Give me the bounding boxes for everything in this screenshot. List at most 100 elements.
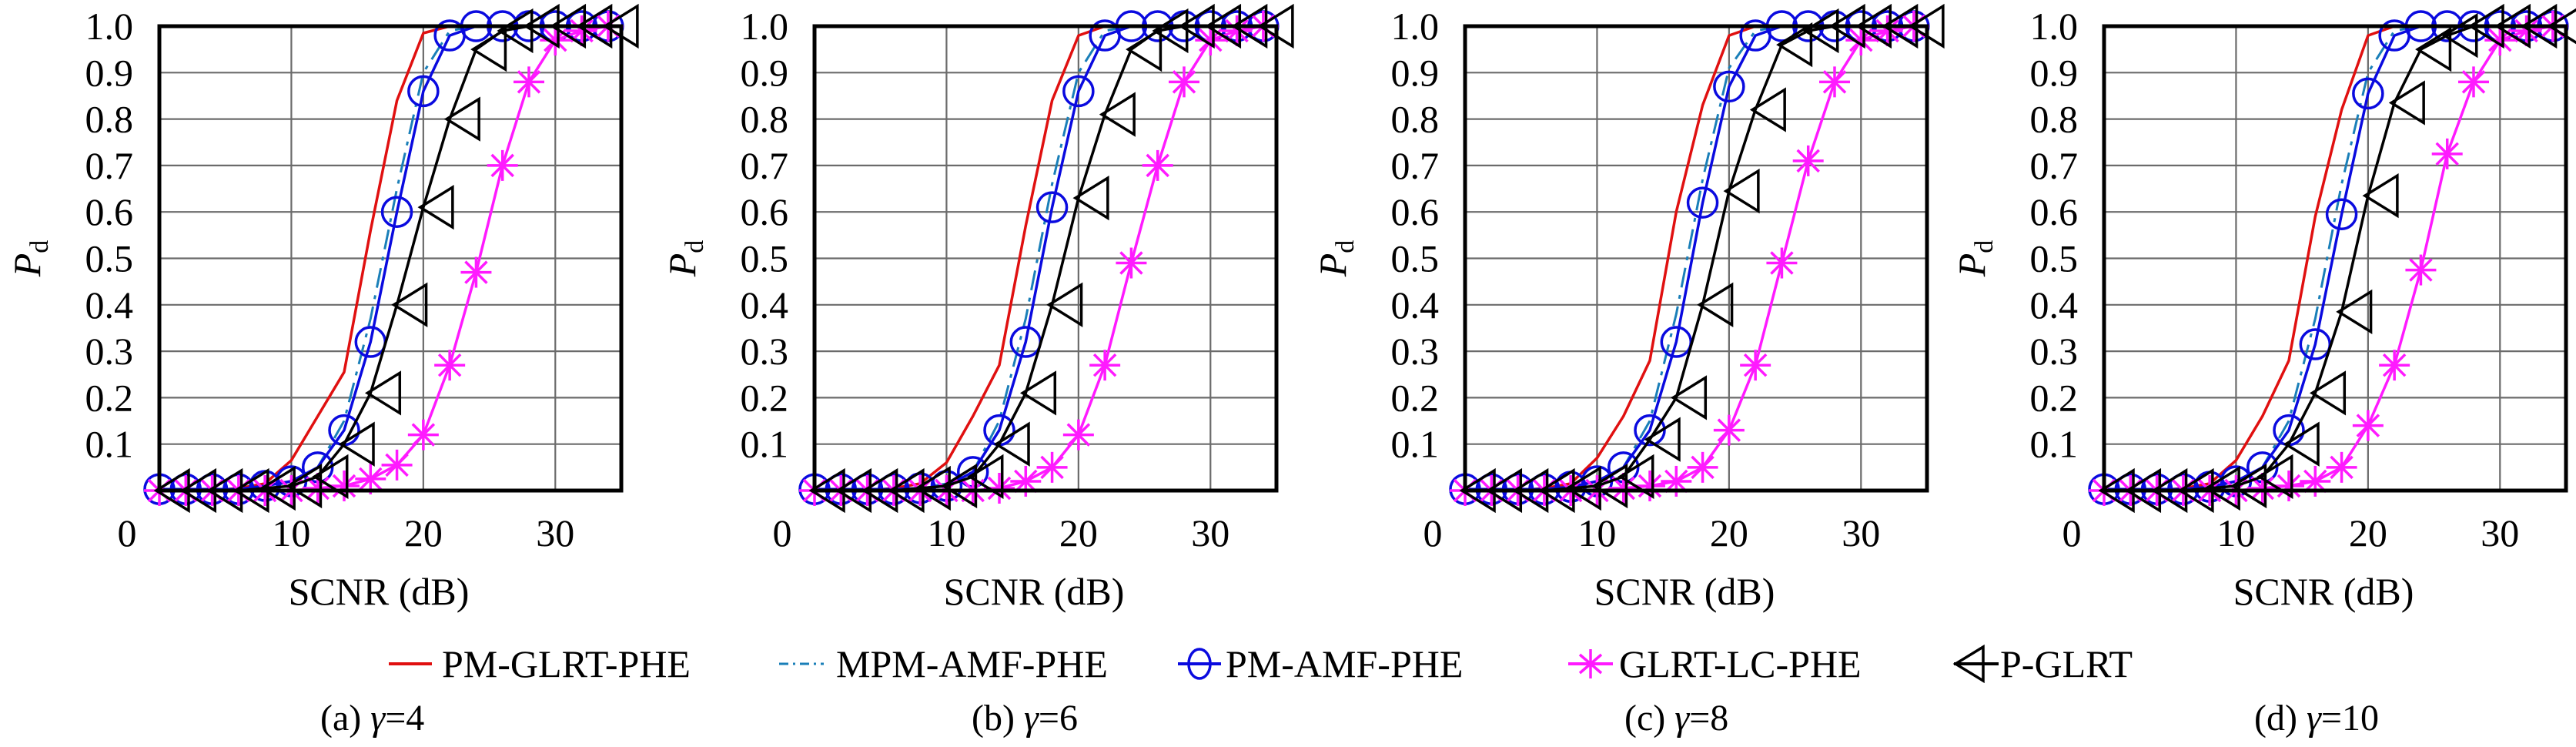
data-point-circle xyxy=(380,196,413,228)
x-axis-label: SCNR (dB) xyxy=(289,570,470,613)
asterisk-stroke xyxy=(1172,70,1196,94)
data-point-asterisk xyxy=(2326,451,2357,483)
y-tick-label: 0.4 xyxy=(85,283,134,327)
x-tick-label: 0 xyxy=(118,511,137,554)
chart-panel-0: 0.10.20.30.40.50.60.70.80.91.0 0 10 20 30 SCN… xyxy=(5,3,639,613)
y-tick-label: 0.3 xyxy=(2030,330,2079,373)
caption-gamma: γ xyxy=(2307,698,2322,739)
data-point-asterisk xyxy=(1845,25,1877,56)
y-tick-label: 0.9 xyxy=(2030,51,2079,94)
data-point-circle xyxy=(1035,191,1069,223)
data-point-triangle xyxy=(364,370,402,416)
y-tick-label: 0.5 xyxy=(1391,237,1440,280)
y-tick-label: 0.5 xyxy=(85,237,134,280)
data-point-asterisk xyxy=(1116,247,1147,279)
asterisk-marker-icon xyxy=(1578,649,1603,678)
data-point-triangle xyxy=(338,421,375,467)
data-point-asterisk xyxy=(1169,66,1199,98)
data-point-asterisk xyxy=(1607,472,1639,504)
asterisk-stroke xyxy=(1040,455,1064,480)
data-point-asterisk xyxy=(1792,145,1824,176)
data-point-triangle xyxy=(967,454,1004,500)
plot-frame xyxy=(812,24,1279,493)
asterisk-stroke xyxy=(411,423,436,447)
y-tick-label: 1.0 xyxy=(85,5,134,48)
y-tick-label: 0.6 xyxy=(2030,190,2079,233)
y-tick-label: 0.4 xyxy=(2030,283,2079,327)
x-tick-label: 10 xyxy=(927,511,965,554)
data-point-asterisk xyxy=(434,350,466,381)
data-point-triangle xyxy=(1046,282,1083,327)
asterisk-stroke xyxy=(1743,353,1768,377)
data-point-asterisk xyxy=(2431,138,2463,169)
x-tick-label: 0 xyxy=(2062,511,2082,554)
asterisk-stroke xyxy=(2330,455,2354,480)
y-tick-label: 0.6 xyxy=(741,190,789,233)
grid xyxy=(815,26,1276,491)
asterisk-stroke xyxy=(2514,18,2538,43)
data-point-circle xyxy=(1713,70,1745,103)
y-axis-label-sub: d xyxy=(1331,240,1360,253)
data-point-triangle xyxy=(1072,175,1109,221)
y-tick-label: 0.2 xyxy=(85,376,134,419)
caption-prefix: (c) xyxy=(1624,698,1674,739)
caption-b: (b) γ=6 xyxy=(972,698,1078,739)
data-point-asterisk xyxy=(1687,451,1718,483)
chart-panel-2: 0.10.20.30.40.50.60.70.80.91.0 0 10 20 30 SCN… xyxy=(1311,3,1945,613)
data-point-asterisk xyxy=(984,472,1015,504)
y-tick-label: 0.9 xyxy=(741,51,789,94)
asterisk-stroke xyxy=(490,153,514,178)
data-point-circle xyxy=(2352,77,2384,110)
plot-frame xyxy=(157,24,624,493)
x-tick-label: 20 xyxy=(404,511,443,554)
legend-label: MPM-AMF-PHE xyxy=(836,642,1108,685)
y-tick-label: 0.3 xyxy=(741,330,789,373)
y-tick-label: 1.0 xyxy=(1391,5,1440,48)
data-point-triangle xyxy=(2362,173,2399,219)
data-point-triangle xyxy=(2309,370,2347,416)
data-point-triangle xyxy=(2283,421,2320,467)
y-axis-label-main: P xyxy=(661,253,704,278)
data-point-triangle xyxy=(443,96,480,142)
circle-marker-icon xyxy=(1187,648,1212,680)
data-point-asterisk xyxy=(2405,254,2437,286)
asterisk-stroke xyxy=(2382,353,2407,377)
data-point-asterisk xyxy=(1713,414,1745,446)
asterisk-stroke xyxy=(1119,251,1143,275)
data-point-triangle xyxy=(1126,27,1163,72)
data-point-triangle xyxy=(391,282,428,327)
x-tick-label: 20 xyxy=(1059,511,1098,554)
data-point-triangle xyxy=(1697,282,1734,327)
y-tick-label: 0.5 xyxy=(741,237,789,280)
data-point-asterisk xyxy=(1766,247,1798,279)
y-tick-label: 0.2 xyxy=(2030,376,2079,419)
caption-prefix: (a) xyxy=(320,698,370,739)
asterisk-stroke xyxy=(306,476,330,501)
data-point-triangle xyxy=(1644,417,1681,462)
legend-label: PM-GLRT-PHE xyxy=(442,642,691,685)
asterisk-stroke xyxy=(1066,423,1091,447)
y-tick-label: 0.2 xyxy=(1391,376,1440,419)
grid xyxy=(2104,26,2566,491)
asterisk-stroke xyxy=(2461,70,2486,94)
data-point-asterisk xyxy=(1062,419,1094,451)
y-tick-label: 0.7 xyxy=(741,144,789,187)
y-axis-label-main: P xyxy=(5,253,49,278)
y-axis-label: Pd xyxy=(1950,240,1999,278)
x-tick-label: 20 xyxy=(2349,511,2387,554)
y-axis-label-sub: d xyxy=(25,240,54,253)
asterisk-stroke xyxy=(359,467,383,491)
data-point-asterisk xyxy=(2458,66,2489,98)
x-tick-label: 30 xyxy=(1842,511,1880,554)
caption-suffix: =10 xyxy=(2321,698,2379,739)
data-point-triangle xyxy=(993,421,1030,467)
asterisk-stroke xyxy=(987,476,1012,501)
data-point-circle xyxy=(1634,414,1666,447)
data-point-circle xyxy=(407,75,440,108)
x-axis-label: SCNR (dB) xyxy=(2233,570,2414,613)
caption-a: (a) γ=4 xyxy=(320,698,424,739)
legend-label: P-GLRT xyxy=(2000,642,2133,685)
data-point-triangle xyxy=(1618,454,1654,500)
y-axis-label-main: P xyxy=(1311,253,1354,278)
